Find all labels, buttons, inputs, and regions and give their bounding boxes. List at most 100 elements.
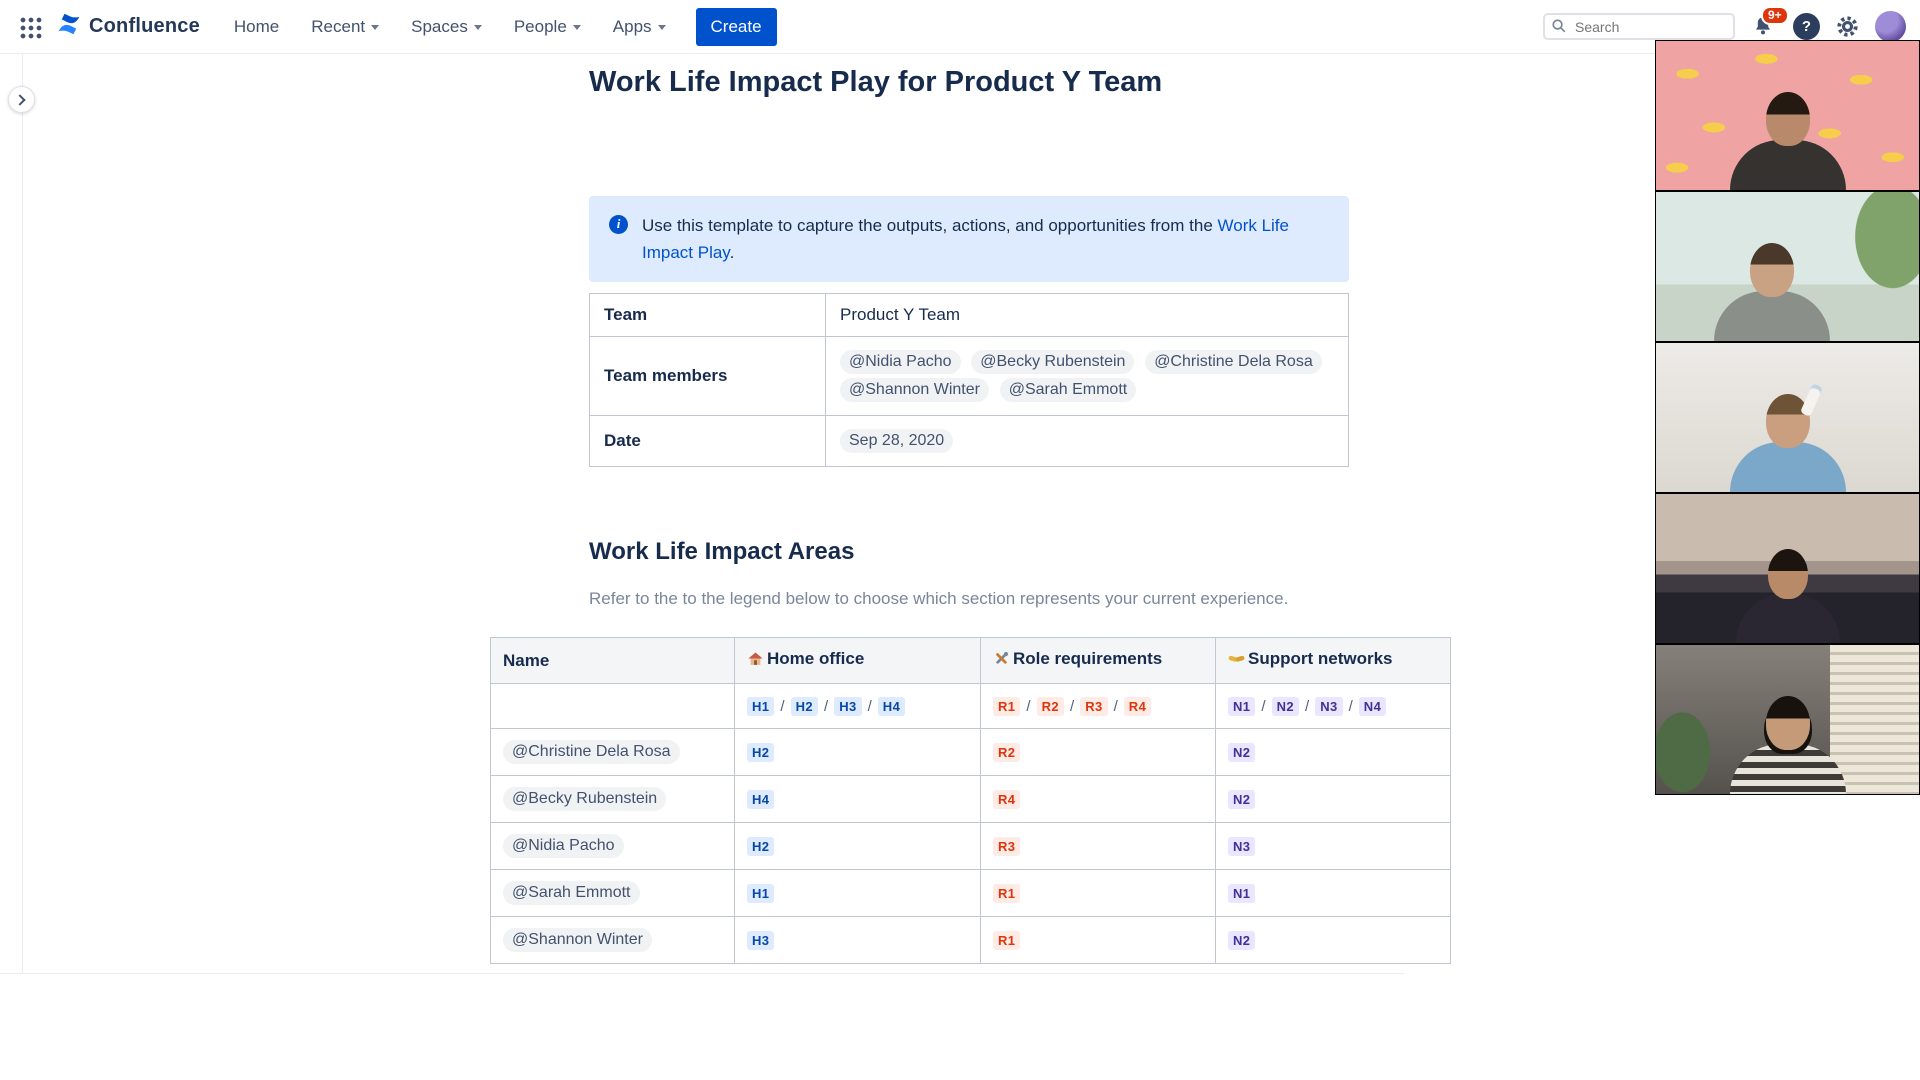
video-participant-tile-1[interactable] xyxy=(1656,41,1919,190)
chevron-down-icon xyxy=(371,25,380,30)
status-lozenge: R4 xyxy=(993,790,1021,809)
status-lozenge: H2 xyxy=(747,743,775,762)
status-lozenge: H1 xyxy=(747,884,775,903)
home-office-cell: H4 xyxy=(734,775,981,823)
status-lozenge: N2 xyxy=(1228,931,1256,950)
video-participant-tile-5[interactable] xyxy=(1656,645,1919,794)
search-box xyxy=(1543,13,1735,40)
team-label-cell: Team xyxy=(589,293,826,337)
work-life-impact-play-link[interactable]: Work Life Impact Play xyxy=(642,216,1289,263)
notifications-button[interactable]: 9+ xyxy=(1751,5,1789,40)
top-navigation-bar: Confluence Home Recent Spaces People App… xyxy=(0,0,1920,54)
section-heading: Work Life Impact Areas xyxy=(589,538,855,565)
status-lozenge: N4 xyxy=(1358,697,1387,716)
impact-areas-table: Name Home office Role r xyxy=(490,637,1451,964)
settings-button[interactable] xyxy=(1836,15,1859,38)
video-participant-tile-2[interactable] xyxy=(1656,192,1919,341)
primary-nav: Home Recent Spaces People Apps xyxy=(234,17,666,37)
status-lozenge: H2 xyxy=(747,837,775,856)
chevron-right-icon xyxy=(14,93,26,106)
support-networks-cell: N1 xyxy=(1215,869,1451,917)
handshake-icon xyxy=(1228,650,1245,672)
help-button[interactable]: ? xyxy=(1793,13,1820,40)
role-requirements-cell: R1 xyxy=(980,869,1216,917)
participant-video xyxy=(1656,192,1919,341)
role-requirements-cell: R1 xyxy=(980,916,1216,964)
table-header-row: Name Home office Role r xyxy=(490,637,1451,684)
date-label-cell: Date xyxy=(589,415,826,467)
mention-chip[interactable]: @Becky Rubenstein xyxy=(971,350,1135,374)
column-header-home-office: Home office xyxy=(734,637,981,684)
home-office-cell: H2 xyxy=(734,728,981,776)
legend-row: H1/H2/H3/H4 R1/R2/R3/R4 N1/N2/N3/N4 xyxy=(490,683,1451,729)
legend-home-cell: H1/H2/H3/H4 xyxy=(734,683,981,729)
status-lozenge: N2 xyxy=(1228,743,1256,762)
table-row: @Shannon Winter H3 R1 N2 xyxy=(490,916,1451,964)
video-participant-tile-3[interactable] xyxy=(1656,343,1919,492)
user-avatar[interactable] xyxy=(1875,11,1906,42)
nav-item-recent[interactable]: Recent xyxy=(311,17,380,37)
mention-chip[interactable]: @Becky Rubenstein xyxy=(503,787,667,811)
legend-empty-cell xyxy=(490,683,735,729)
search-input[interactable] xyxy=(1543,13,1735,40)
status-lozenge: H3 xyxy=(834,697,862,716)
nav-item-home[interactable]: Home xyxy=(233,16,280,36)
app-switcher-grid-icon[interactable] xyxy=(18,14,42,39)
member-name-cell: @Shannon Winter xyxy=(490,916,735,964)
member-name-cell: @Christine Dela Rosa xyxy=(490,728,735,776)
mention-chip[interactable]: @Christine Dela Rosa xyxy=(503,740,680,764)
member-name-cell: @Sarah Emmott xyxy=(490,869,735,917)
video-participant-tile-4[interactable] xyxy=(1656,494,1919,643)
mention-chip[interactable]: @Shannon Winter xyxy=(840,378,989,402)
status-lozenge: H4 xyxy=(877,697,906,716)
mention-chip[interactable]: @Sarah Emmott xyxy=(999,378,1137,402)
home-office-cell: H2 xyxy=(734,822,981,870)
sidebar-edge-divider xyxy=(22,54,23,973)
chevron-down-icon xyxy=(657,25,666,30)
page-title: Work Life Impact Play for Product Y Team xyxy=(589,66,1163,98)
confluence-logo[interactable]: Confluence xyxy=(56,11,200,42)
mention-chip[interactable]: @Sarah Emmott xyxy=(503,881,640,905)
section-subtext: Refer to the to the legend below to choo… xyxy=(589,589,1289,608)
status-lozenge: N1 xyxy=(1228,884,1256,903)
status-lozenge: N3 xyxy=(1228,837,1256,856)
status-lozenge: N1 xyxy=(1228,697,1256,716)
status-lozenge: R3 xyxy=(1080,697,1108,716)
date-value-cell: Sep 28, 2020 xyxy=(825,415,1349,467)
table-row: @Sarah Emmott H1 R1 N1 xyxy=(490,869,1451,917)
notification-badge: 9+ xyxy=(1761,5,1789,25)
create-button[interactable]: Create xyxy=(695,7,777,46)
nav-right-cluster: 9+ ? xyxy=(1543,5,1906,42)
nav-item-people[interactable]: People xyxy=(514,17,581,37)
role-requirements-cell: R2 xyxy=(980,728,1216,776)
date-chip: Sep 28, 2020 xyxy=(840,429,954,453)
status-lozenge: R2 xyxy=(993,743,1021,762)
home-office-cell: H1 xyxy=(734,869,981,917)
status-lozenge: R3 xyxy=(993,837,1021,856)
mention-chip[interactable]: @Shannon Winter xyxy=(503,928,652,952)
status-lozenge: N3 xyxy=(1315,697,1343,716)
team-members-label-cell: Team members xyxy=(589,336,826,416)
member-name-cell: @Becky Rubenstein xyxy=(490,775,735,823)
role-requirements-cell: R4 xyxy=(980,775,1216,823)
mention-chip[interactable]: @Nidia Pacho xyxy=(503,834,624,858)
expand-sidebar-button[interactable] xyxy=(8,86,35,113)
confluence-logo-icon xyxy=(56,11,82,42)
mention-chip[interactable]: @Christine Dela Rosa xyxy=(1145,350,1322,374)
support-networks-cell: N2 xyxy=(1215,775,1451,823)
participant-video xyxy=(1656,41,1919,190)
participant-video xyxy=(1656,343,1919,492)
content-bottom-divider xyxy=(0,973,1404,974)
team-members-value-cell: @Nidia Pacho @Becky Rubenstein @Christin… xyxy=(825,336,1349,416)
participant-video xyxy=(1656,494,1919,643)
status-lozenge: R1 xyxy=(993,697,1021,716)
status-lozenge: H3 xyxy=(747,931,775,950)
support-networks-cell: N2 xyxy=(1215,728,1451,776)
column-header-name: Name xyxy=(490,637,735,684)
mention-chip[interactable]: @Nidia Pacho xyxy=(840,350,961,374)
info-panel-text: Use this template to capture the outputs… xyxy=(642,216,1289,263)
tools-icon xyxy=(993,650,1010,672)
support-networks-cell: N3 xyxy=(1215,822,1451,870)
nav-item-spaces[interactable]: Spaces xyxy=(411,17,482,37)
nav-item-apps[interactable]: Apps xyxy=(613,17,666,37)
